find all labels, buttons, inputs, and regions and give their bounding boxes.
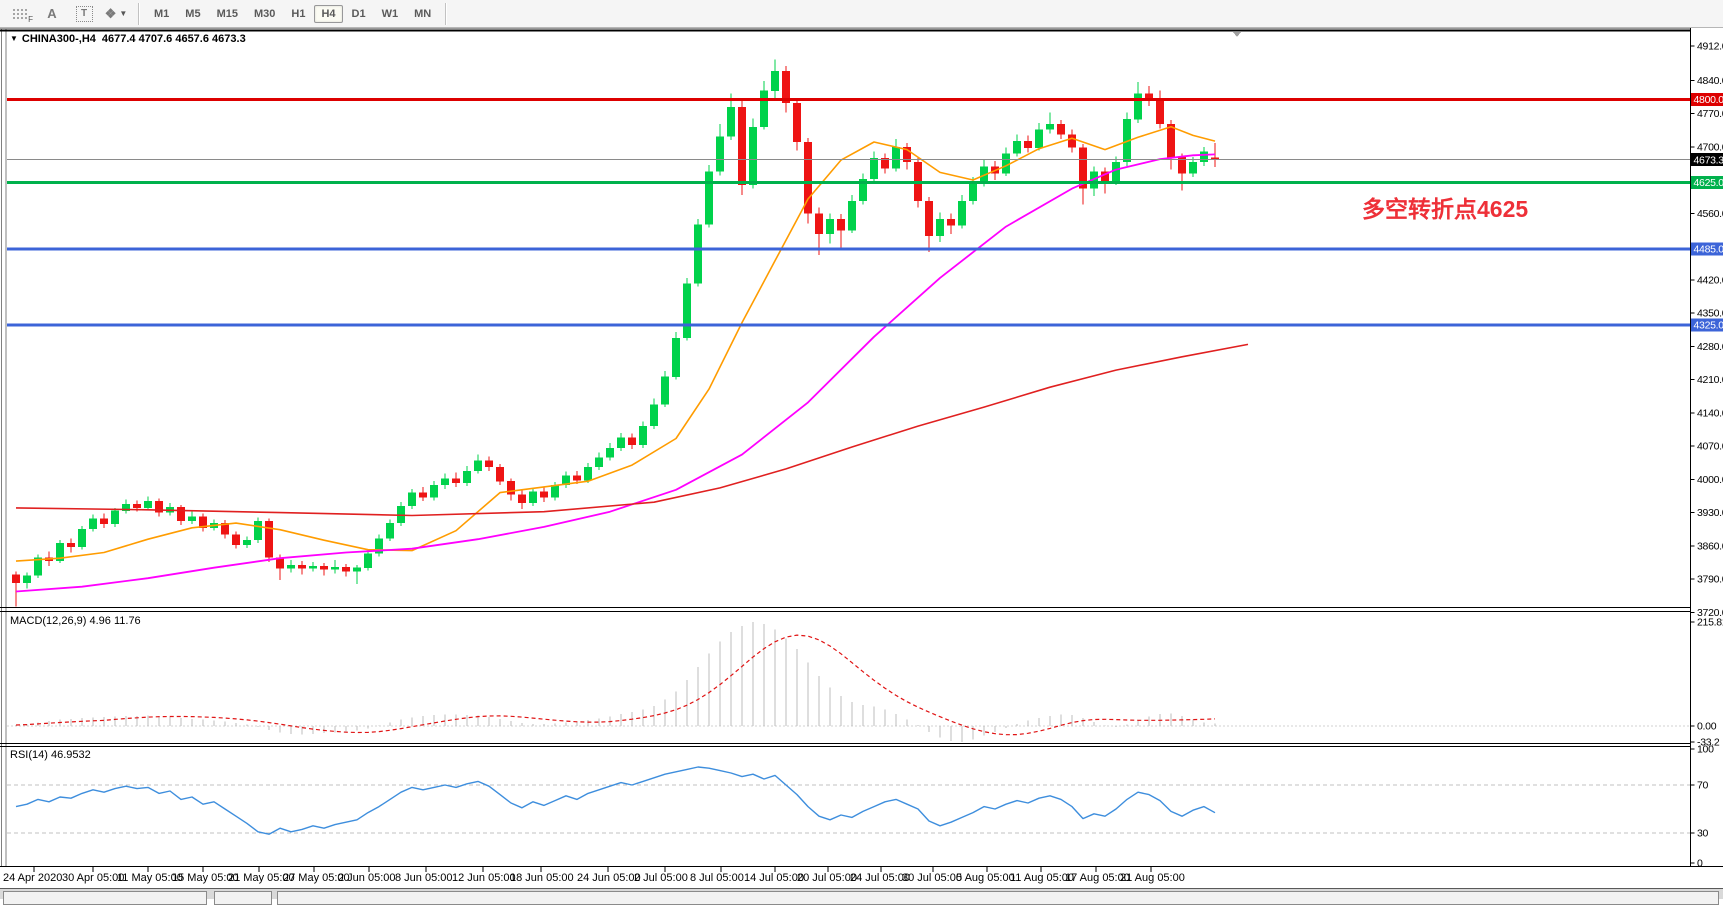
svg-text:4700.0: 4700.0 <box>1697 141 1723 153</box>
timeframe-button-M15[interactable]: M15 <box>210 5 245 23</box>
templates-grid-icon[interactable]: F <box>6 3 34 25</box>
svg-text:100: 100 <box>1697 744 1714 756</box>
svg-text:4350.0: 4350.0 <box>1697 308 1723 320</box>
svg-text:4770.0: 4770.0 <box>1697 108 1723 120</box>
svg-text:8 Jul 05:00: 8 Jul 05:00 <box>690 872 744 884</box>
svg-text:4840.0: 4840.0 <box>1697 75 1723 87</box>
chevron-down-icon: ▼ <box>119 9 127 18</box>
shapes-tool-icon[interactable]: ❖ ▼ <box>102 3 130 25</box>
timeframe-button-M5[interactable]: M5 <box>178 5 207 23</box>
svg-text:5 Aug 05:00: 5 Aug 05:00 <box>956 872 1015 884</box>
svg-text:20 Jul 05:00: 20 Jul 05:00 <box>797 872 857 884</box>
shapes-glyph-icon: ❖ <box>105 6 117 22</box>
chart-window: 4912.0 4840.0 4770.0 4700.0 4560.0 4420.0 4350… <box>0 28 1723 888</box>
svg-text:2 Jun 05:00: 2 Jun 05:00 <box>338 872 396 884</box>
macd-panel-label: MACD(12,26,9) 4.96 11.76 <box>10 615 141 627</box>
rsi-panel-label: RSI(14) 46.9532 <box>10 749 91 761</box>
svg-text:3930.0: 3930.0 <box>1697 507 1723 519</box>
svg-text:21 Aug 05:00: 21 Aug 05:00 <box>1120 872 1185 884</box>
timeframe-button-M30[interactable]: M30 <box>247 5 282 23</box>
chart-menu-arrow[interactable]: ▼ <box>10 34 18 43</box>
toolbar-separator <box>138 3 140 25</box>
text-t-glyph: T <box>76 6 93 22</box>
svg-text:3790.0: 3790.0 <box>1697 574 1723 586</box>
ohlc-values: 4677.4 4707.6 4657.6 4673.3 <box>102 33 246 45</box>
svg-text:24 Apr 2020: 24 Apr 2020 <box>3 872 62 884</box>
svg-text:12 Jun 05:00: 12 Jun 05:00 <box>452 872 516 884</box>
text-label-tool-icon[interactable]: T <box>70 3 98 25</box>
chart-background <box>0 28 1723 888</box>
svg-text:24 Jun 05:00: 24 Jun 05:00 <box>577 872 641 884</box>
annotation-text: 多空转折点4625 <box>1362 190 1528 224</box>
svg-text:2 Jul 05:00: 2 Jul 05:00 <box>634 872 688 884</box>
svg-text:4325.0: 4325.0 <box>1694 320 1723 332</box>
svg-text:4000.0: 4000.0 <box>1697 474 1723 486</box>
timeframe-button-W1[interactable]: W1 <box>375 5 406 23</box>
svg-text:4070.0: 4070.0 <box>1697 441 1723 453</box>
timeframe-button-M1[interactable]: M1 <box>147 5 176 23</box>
timeframe-button-MN[interactable]: MN <box>407 5 438 23</box>
chart-title: ▼ CHINA300-,H4 4677.4 4707.6 4657.6 4673.3 <box>10 33 246 45</box>
svg-text:215.81: 215.81 <box>1697 617 1723 629</box>
svg-text:30 Jul 05:00: 30 Jul 05:00 <box>902 872 962 884</box>
bottom-status-bar <box>0 888 1723 899</box>
svg-text:3860.0: 3860.0 <box>1697 540 1723 552</box>
svg-text:14 Jul 05:00: 14 Jul 05:00 <box>744 872 804 884</box>
status-cell <box>214 891 272 905</box>
chart-canvas[interactable]: 4912.0 4840.0 4770.0 4700.0 4560.0 4420.0 4350… <box>0 28 1723 888</box>
svg-text:4625.0: 4625.0 <box>1694 177 1723 189</box>
svg-text:4140.0: 4140.0 <box>1697 407 1723 419</box>
toolbar-separator <box>445 3 447 25</box>
svg-text:30: 30 <box>1697 828 1709 840</box>
timeframe-button-H1[interactable]: H1 <box>284 5 312 23</box>
svg-text:4912.0: 4912.0 <box>1697 41 1723 53</box>
svg-text:4280.0: 4280.0 <box>1697 341 1723 353</box>
font-a-glyph: A <box>47 6 56 21</box>
grid-f-letter: F <box>28 15 33 24</box>
svg-text:24 Jul 05:00: 24 Jul 05:00 <box>850 872 910 884</box>
symbol-label: CHINA300-,H4 <box>22 33 96 45</box>
grid-dots-icon: F <box>12 8 28 20</box>
font-tool-icon[interactable]: A <box>38 3 66 25</box>
svg-text:4210.0: 4210.0 <box>1697 374 1723 386</box>
timeframe-button-D1[interactable]: D1 <box>345 5 373 23</box>
status-cell <box>277 891 1719 905</box>
svg-text:0.00: 0.00 <box>1697 721 1717 733</box>
svg-text:8 Jun 05:00: 8 Jun 05:00 <box>395 872 453 884</box>
svg-text:4485.0: 4485.0 <box>1694 244 1723 256</box>
svg-text:4673.3: 4673.3 <box>1694 154 1723 166</box>
status-cell <box>3 891 207 905</box>
timeframe-button-H4[interactable]: H4 <box>314 5 342 23</box>
svg-text:4800.0: 4800.0 <box>1694 94 1723 106</box>
svg-text:4420.0: 4420.0 <box>1697 274 1723 286</box>
svg-text:70: 70 <box>1697 780 1709 792</box>
svg-text:30 Apr 05:00: 30 Apr 05:00 <box>62 872 124 884</box>
svg-text:18 Jun 05:00: 18 Jun 05:00 <box>510 872 574 884</box>
svg-text:4560.0: 4560.0 <box>1697 208 1723 220</box>
